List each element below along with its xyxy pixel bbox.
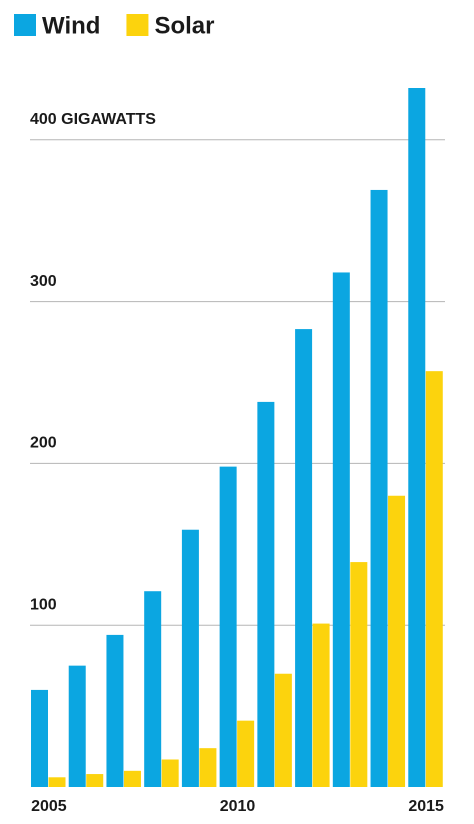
bar	[312, 623, 330, 787]
y-tick-label: 400 GIGAWATTS	[30, 111, 156, 128]
bar	[31, 689, 48, 787]
x-tick-label: 2015	[408, 798, 444, 815]
bar	[332, 272, 350, 787]
bar	[257, 401, 275, 787]
legend-label: Wind	[42, 12, 100, 39]
y-tick-label: 300	[30, 273, 57, 290]
x-tick-label: 2005	[31, 798, 67, 815]
bar	[68, 665, 86, 787]
legend-swatch	[126, 14, 149, 36]
bar	[181, 529, 199, 787]
bar	[274, 673, 292, 787]
bar	[144, 591, 162, 787]
bar	[219, 466, 237, 787]
bar	[199, 748, 217, 787]
bar	[425, 371, 443, 787]
bar	[161, 759, 179, 787]
bar	[350, 562, 368, 787]
bar	[106, 634, 124, 787]
bar	[237, 720, 255, 787]
bar	[48, 777, 66, 787]
bar	[388, 495, 406, 787]
bar	[123, 770, 141, 787]
y-tick-label: 200	[30, 435, 57, 452]
bar	[370, 189, 388, 787]
bar	[86, 774, 104, 787]
bar	[408, 88, 426, 787]
legend-swatch	[14, 14, 36, 36]
x-tick-label: 2010	[220, 798, 256, 815]
legend-label: Solar	[154, 12, 214, 39]
y-tick-label: 100	[30, 596, 57, 613]
bar	[295, 329, 313, 787]
